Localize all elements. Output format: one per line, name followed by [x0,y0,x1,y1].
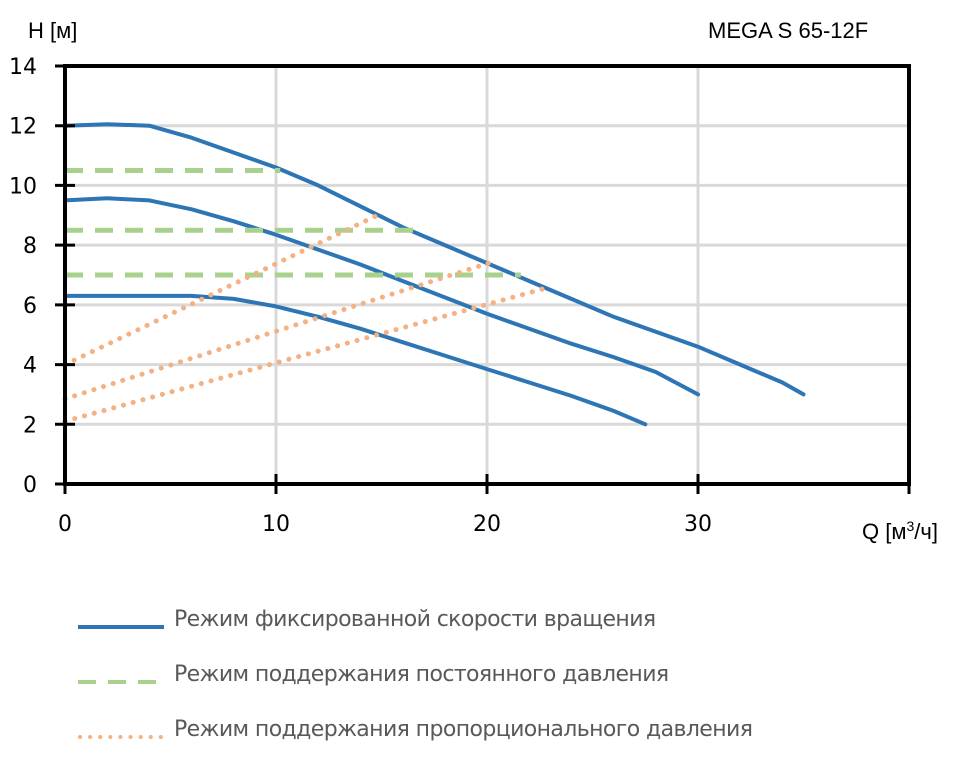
data-series [62,122,806,427]
legend-label: Режим поддержания постоянного давления [174,662,669,687]
series-fixed-speed [63,122,806,397]
series-proportional-pressure [62,259,496,402]
y-tick-label: 8 [23,234,37,259]
dotted-line-icon [78,727,166,739]
x-axis-title: Q [м3/ч] [862,518,938,544]
legend-label: Режим фиксированной скорости вращения [174,607,656,632]
y-axis-title: H [м] [28,18,77,43]
x-tick-label: 0 [58,512,72,537]
y-tick-label: 0 [23,473,37,498]
tick-labels: 0 2 4 6 8 10 12 14 0 10 20 30 [9,55,712,537]
y-tick-label: 14 [9,55,37,80]
axes [55,64,911,494]
y-tick-label: 6 [23,294,37,319]
legend-item-proportional-pressure[interactable]: Режим поддержания пропорционального давл… [78,702,753,757]
chart-title: MEGA S 65-12F [708,18,868,43]
dashed-line-icon [78,672,164,684]
x-tick-label: 30 [684,512,712,537]
x-axis-title-text: Q [м [862,519,906,544]
legend-item-constant-pressure[interactable]: Режим поддержания постоянного давления [78,647,752,702]
x-tick-label: 20 [473,512,501,537]
y-tick-label: 2 [23,413,37,438]
y-tick-label: 12 [9,115,37,140]
legend-label: Режим поддержания пропорционального давл… [174,717,753,742]
series-proportional-pressure [62,212,380,368]
gridlines [65,66,909,484]
y-tick-label: 10 [9,174,37,199]
legend-item-fixed-speed[interactable]: Режим фиксированной скорости вращения [78,592,752,647]
legend: Режим фиксированной скорости вращения Ре… [78,592,753,757]
x-tick-label: 10 [262,512,290,537]
series-proportional-pressure [62,284,553,424]
y-tick-label: 4 [23,354,37,379]
series-fixed-speed [63,293,648,427]
solid-line-icon [78,617,164,629]
pump-curve-chart: 0 2 4 6 8 10 12 14 0 10 20 30 H [м] MEGA S 65-12F Q… [9,18,938,544]
